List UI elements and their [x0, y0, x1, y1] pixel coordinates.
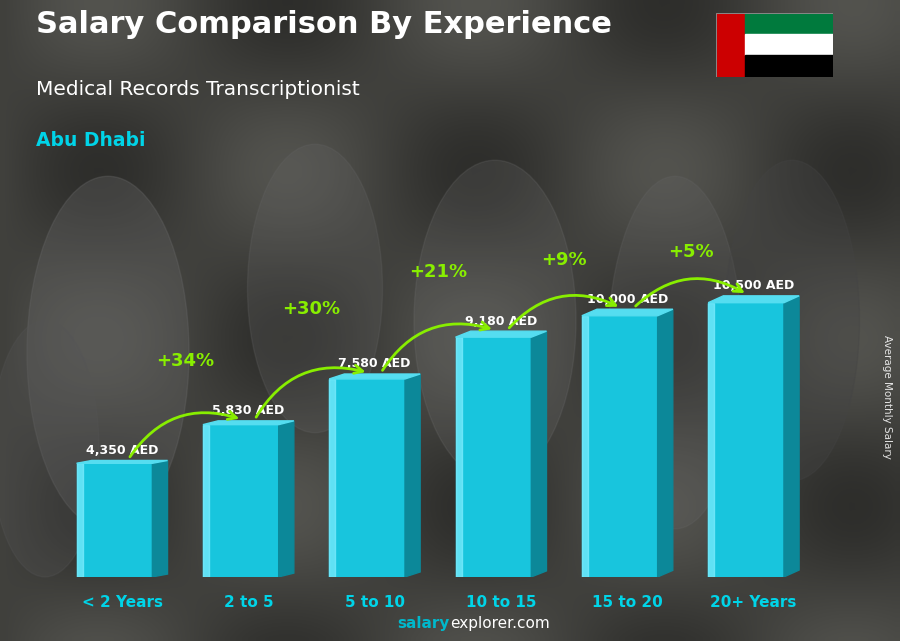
Bar [708, 303, 715, 577]
Polygon shape [658, 309, 673, 577]
Text: Salary Comparison By Experience: Salary Comparison By Experience [36, 10, 612, 38]
Text: 5 to 10: 5 to 10 [345, 595, 405, 610]
Text: < 2 Years: < 2 Years [82, 595, 163, 610]
Text: Medical Records Transcriptionist: Medical Records Transcriptionist [36, 80, 360, 99]
Text: explorer.com: explorer.com [450, 617, 550, 631]
Text: 4,350 AED: 4,350 AED [86, 444, 158, 457]
Bar [329, 379, 405, 577]
Polygon shape [152, 460, 167, 577]
Ellipse shape [248, 144, 382, 433]
Bar [581, 316, 588, 577]
Bar [716, 13, 745, 77]
Text: 9,180 AED: 9,180 AED [465, 315, 537, 328]
Ellipse shape [414, 160, 576, 481]
Polygon shape [405, 374, 420, 577]
Text: 10,000 AED: 10,000 AED [587, 293, 668, 306]
Polygon shape [76, 460, 167, 463]
Text: +9%: +9% [541, 251, 587, 269]
Text: +34%: +34% [156, 353, 214, 370]
Bar [76, 463, 83, 577]
Ellipse shape [724, 160, 859, 481]
Text: 7,580 AED: 7,580 AED [338, 358, 411, 370]
Bar [329, 379, 336, 577]
Bar [76, 463, 152, 577]
Bar [708, 303, 784, 577]
Polygon shape [202, 421, 293, 424]
Bar [202, 424, 209, 577]
Text: salary: salary [398, 617, 450, 631]
Polygon shape [531, 331, 546, 577]
Polygon shape [329, 374, 420, 379]
Text: Abu Dhabi: Abu Dhabi [36, 131, 146, 151]
Text: 2 to 5: 2 to 5 [223, 595, 274, 610]
Text: 10,500 AED: 10,500 AED [713, 279, 795, 292]
Text: 20+ Years: 20+ Years [710, 595, 796, 610]
Bar [581, 316, 658, 577]
Text: 5,830 AED: 5,830 AED [212, 404, 284, 417]
Ellipse shape [0, 320, 99, 577]
Text: 15 to 20: 15 to 20 [592, 595, 662, 610]
Bar [745, 13, 832, 34]
Bar [202, 424, 279, 577]
Bar [745, 56, 832, 77]
Text: +30%: +30% [283, 300, 340, 318]
Polygon shape [581, 309, 673, 316]
Text: Average Monthly Salary: Average Monthly Salary [881, 335, 892, 460]
Polygon shape [708, 296, 799, 303]
Bar [455, 337, 531, 577]
Text: +5%: +5% [668, 243, 714, 261]
Polygon shape [279, 421, 293, 577]
Ellipse shape [27, 176, 189, 529]
Bar [455, 337, 462, 577]
Bar [745, 34, 832, 56]
Text: +21%: +21% [409, 263, 467, 281]
Text: 10 to 15: 10 to 15 [466, 595, 536, 610]
Polygon shape [784, 296, 799, 577]
Ellipse shape [608, 176, 742, 529]
Polygon shape [455, 331, 546, 337]
